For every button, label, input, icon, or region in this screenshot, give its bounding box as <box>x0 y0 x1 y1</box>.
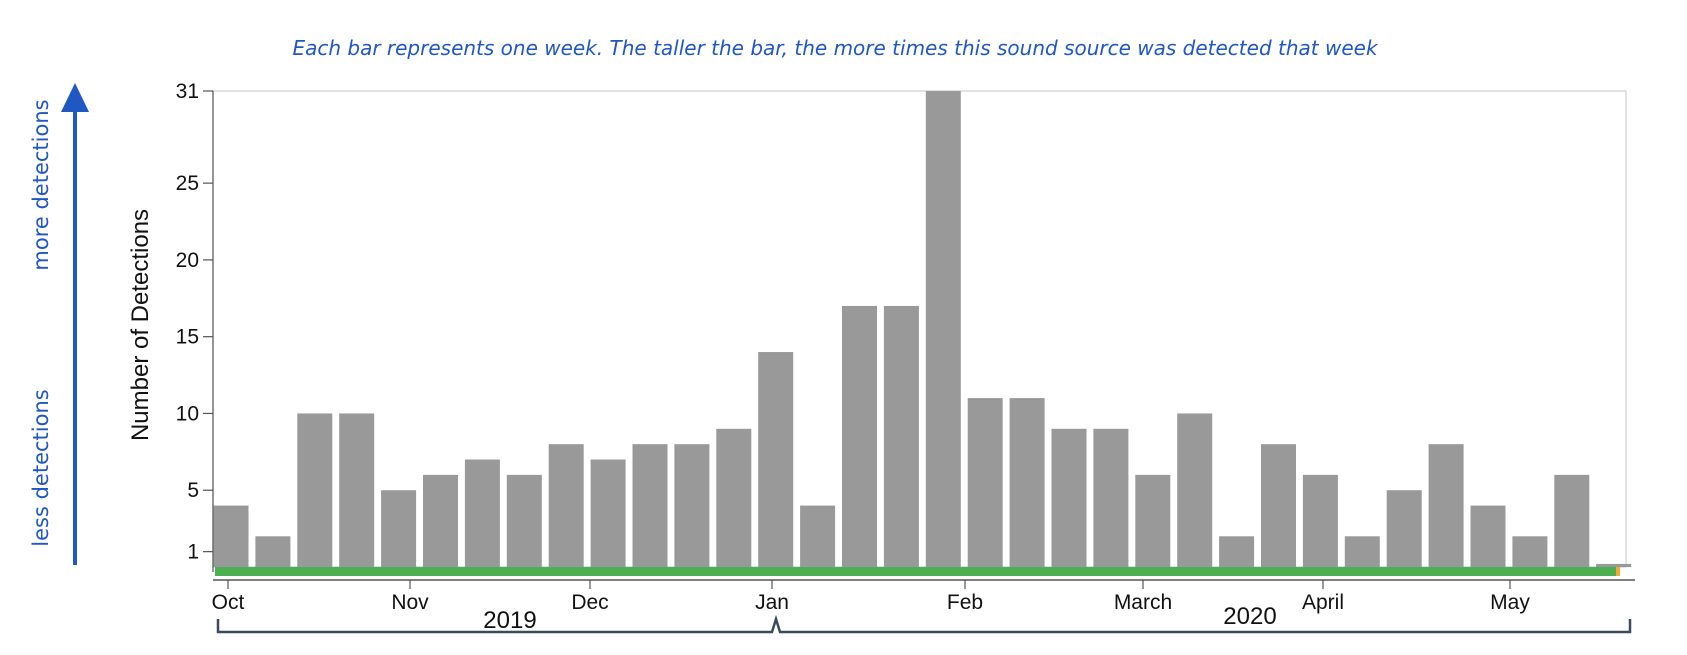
bars <box>213 91 1632 567</box>
bar <box>339 413 375 567</box>
bar <box>1177 413 1213 567</box>
month-ticks: Oct Nov Dec Jan Feb March April May <box>212 580 1530 614</box>
year-2019: 2019 <box>483 607 536 634</box>
chart-title: Each bar represents one week. The taller… <box>292 36 1378 60</box>
bar <box>1344 536 1380 567</box>
y-axis-label: Number of Detections <box>127 209 154 441</box>
bar <box>674 444 710 567</box>
y-tick-label: 25 <box>176 172 199 195</box>
bar <box>1596 563 1632 567</box>
bar <box>1135 474 1171 567</box>
bar <box>1386 490 1422 567</box>
bar <box>758 352 794 567</box>
bar <box>1470 505 1506 567</box>
bar <box>1554 474 1590 567</box>
y-tick-label: 10 <box>176 402 199 425</box>
y-tick-label: 15 <box>176 326 199 349</box>
y-tick-label: 31 <box>176 80 199 103</box>
bar <box>883 305 919 567</box>
month-label: Dec <box>571 591 608 614</box>
less-detections-label: less detections <box>29 389 53 546</box>
bar <box>255 536 291 567</box>
bar <box>297 413 333 567</box>
month-label: May <box>1490 591 1530 614</box>
bar <box>506 474 542 567</box>
bar <box>716 428 752 567</box>
y-tick-label: 5 <box>187 479 199 502</box>
bar <box>1302 474 1338 567</box>
bar <box>1009 398 1045 567</box>
bar <box>381 490 417 567</box>
bar <box>1051 428 1087 567</box>
month-label: Nov <box>391 591 429 614</box>
y-tick-label: 1 <box>187 541 199 564</box>
bar <box>1428 444 1464 567</box>
bar <box>925 91 961 567</box>
bar <box>632 444 668 567</box>
month-label: March <box>1114 591 1172 614</box>
coverage-bar <box>215 567 1616 576</box>
bar <box>1512 536 1548 567</box>
detections-arrow-head <box>61 83 89 112</box>
bar <box>1093 428 1129 567</box>
bar <box>1219 536 1255 567</box>
bar <box>548 444 584 567</box>
more-detections-label: more detections <box>29 99 53 270</box>
month-label: Feb <box>947 591 983 614</box>
year-2020: 2020 <box>1223 603 1276 630</box>
y-tick-label: 20 <box>176 249 199 272</box>
month-label: Oct <box>212 591 245 614</box>
bar <box>967 398 1003 567</box>
month-label: Jan <box>755 591 789 614</box>
bar <box>213 505 249 567</box>
bar <box>590 459 626 567</box>
month-label: April <box>1302 591 1344 614</box>
bar <box>842 305 877 567</box>
year-brackets <box>216 614 1632 634</box>
bar <box>423 474 458 567</box>
bar <box>464 459 500 567</box>
bar <box>800 505 836 567</box>
coverage-end-marker <box>1616 567 1620 576</box>
bar <box>1261 444 1296 567</box>
